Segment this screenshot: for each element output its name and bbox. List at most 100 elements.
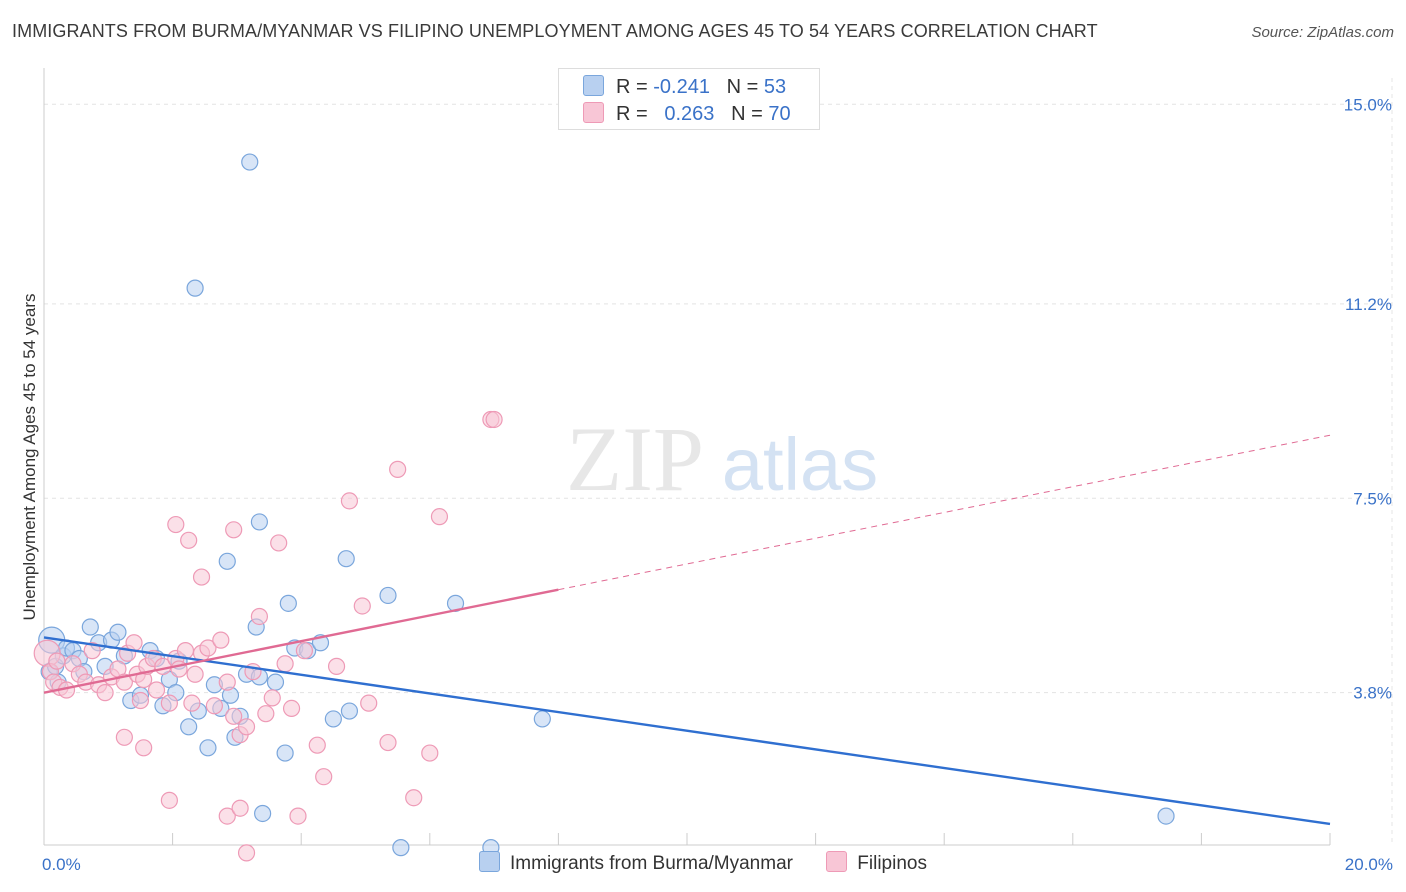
data-point bbox=[250, 513, 269, 531]
data-point bbox=[254, 804, 272, 823]
y-tick-label: 7.5% bbox=[1353, 489, 1392, 508]
data-point bbox=[199, 639, 217, 657]
data-point bbox=[218, 552, 236, 570]
data-point bbox=[379, 586, 397, 605]
data-point bbox=[183, 694, 201, 712]
legend-r-label: R = bbox=[616, 103, 648, 125]
data-point bbox=[160, 694, 178, 712]
series-legend-burma: Immigrants from Burma/Myanmar bbox=[479, 851, 793, 875]
data-point bbox=[257, 705, 275, 723]
data-point bbox=[131, 691, 150, 710]
data-point bbox=[430, 508, 449, 526]
data-point bbox=[212, 631, 230, 649]
data-point bbox=[308, 736, 326, 754]
data-point bbox=[115, 728, 133, 746]
data-point bbox=[96, 684, 114, 702]
data-point bbox=[276, 655, 294, 673]
y-tick-label: 15.0% bbox=[1344, 95, 1392, 114]
source-label: Source: ZipAtlas.com bbox=[1251, 24, 1394, 41]
legend-swatch-burma bbox=[583, 75, 604, 96]
data-point bbox=[379, 733, 397, 752]
series-legend-filipinos: Filipinos bbox=[826, 851, 927, 875]
data-point bbox=[421, 744, 439, 762]
legend-n-label: N = bbox=[731, 103, 763, 125]
correlation-legend: R = -0.241 N = 53 R = 0.263 N = 70 bbox=[558, 68, 820, 130]
data-point bbox=[83, 642, 101, 660]
data-point bbox=[218, 807, 236, 825]
legend-n-value: 53 bbox=[763, 76, 787, 98]
watermark-zip: ZIP bbox=[566, 408, 704, 510]
data-point bbox=[263, 689, 281, 707]
data-point bbox=[289, 807, 307, 825]
series-legend: Immigrants from Burma/Myanmar Filipinos bbox=[0, 851, 1406, 877]
data-point bbox=[186, 665, 204, 683]
data-point bbox=[218, 673, 236, 691]
data-point bbox=[353, 597, 371, 615]
burma-trend-line bbox=[43, 636, 1331, 826]
legend-r-value: 0.263 bbox=[664, 103, 715, 125]
data-point bbox=[81, 618, 99, 636]
legend-n-label: N = bbox=[726, 76, 759, 98]
data-point bbox=[199, 739, 217, 757]
data-point bbox=[340, 492, 359, 510]
tick-labels: 3.8% 7.5% 11.2% 15.0% 0.0% 20.0% bbox=[42, 95, 1393, 874]
data-point bbox=[282, 699, 301, 718]
series-swatch-filipinos bbox=[826, 851, 848, 872]
data-point bbox=[167, 515, 185, 534]
data-point bbox=[392, 839, 410, 857]
data-point bbox=[192, 568, 211, 586]
data-point bbox=[109, 623, 127, 641]
series-filipinos-points bbox=[33, 410, 503, 862]
data-point bbox=[205, 697, 223, 715]
legend-n-value: 70 bbox=[768, 103, 791, 125]
data-point bbox=[340, 702, 359, 720]
data-point bbox=[389, 460, 407, 478]
grid-lines bbox=[44, 103, 1392, 694]
data-point bbox=[315, 768, 333, 786]
data-point bbox=[405, 789, 423, 807]
data-point bbox=[180, 718, 198, 736]
axes bbox=[43, 68, 1393, 846]
data-point bbox=[295, 642, 314, 660]
data-point bbox=[147, 681, 166, 699]
data-point bbox=[135, 739, 153, 757]
data-point bbox=[324, 710, 342, 728]
data-point bbox=[225, 707, 243, 725]
data-point bbox=[225, 521, 243, 539]
legend-r-label: R = bbox=[616, 76, 648, 98]
filipinos-trend-line bbox=[43, 588, 559, 694]
series-legend-filipinos-label: Filipinos bbox=[857, 853, 927, 874]
data-point bbox=[485, 410, 503, 429]
legend-row-burma: R = -0.241 N = 53 bbox=[583, 75, 786, 99]
data-point bbox=[266, 673, 285, 691]
data-point bbox=[48, 652, 66, 670]
data-point bbox=[237, 844, 256, 862]
data-point bbox=[250, 607, 269, 626]
x-tick-label: 20.0% bbox=[1345, 855, 1393, 874]
data-point bbox=[160, 791, 178, 809]
data-point bbox=[180, 531, 198, 549]
data-point bbox=[237, 718, 256, 736]
y-tick-label: 11.2% bbox=[1345, 295, 1392, 314]
data-point bbox=[533, 710, 551, 728]
data-point bbox=[360, 694, 378, 712]
data-point bbox=[327, 657, 346, 675]
data-point bbox=[125, 634, 143, 652]
data-point bbox=[1157, 807, 1175, 825]
watermark-atlas: atlas bbox=[722, 423, 878, 506]
data-point bbox=[270, 534, 288, 552]
y-tick-label: 3.8% bbox=[1353, 684, 1392, 703]
legend-swatch-filipinos bbox=[583, 102, 604, 123]
data-point bbox=[241, 153, 259, 171]
data-point bbox=[231, 799, 249, 817]
data-point bbox=[279, 594, 297, 612]
y-axis-title: Unemployment Among Ages 45 to 54 years bbox=[20, 293, 39, 621]
chart-title: IMMIGRANTS FROM BURMA/MYANMAR VS FILIPIN… bbox=[12, 21, 1098, 41]
series-swatch-burma bbox=[479, 851, 501, 872]
watermark: ZIP atlas bbox=[566, 408, 878, 510]
data-point bbox=[276, 744, 294, 762]
data-point bbox=[186, 279, 204, 297]
x-tick-label: 0.0% bbox=[42, 855, 81, 874]
legend-r-value: -0.241 bbox=[653, 76, 710, 98]
